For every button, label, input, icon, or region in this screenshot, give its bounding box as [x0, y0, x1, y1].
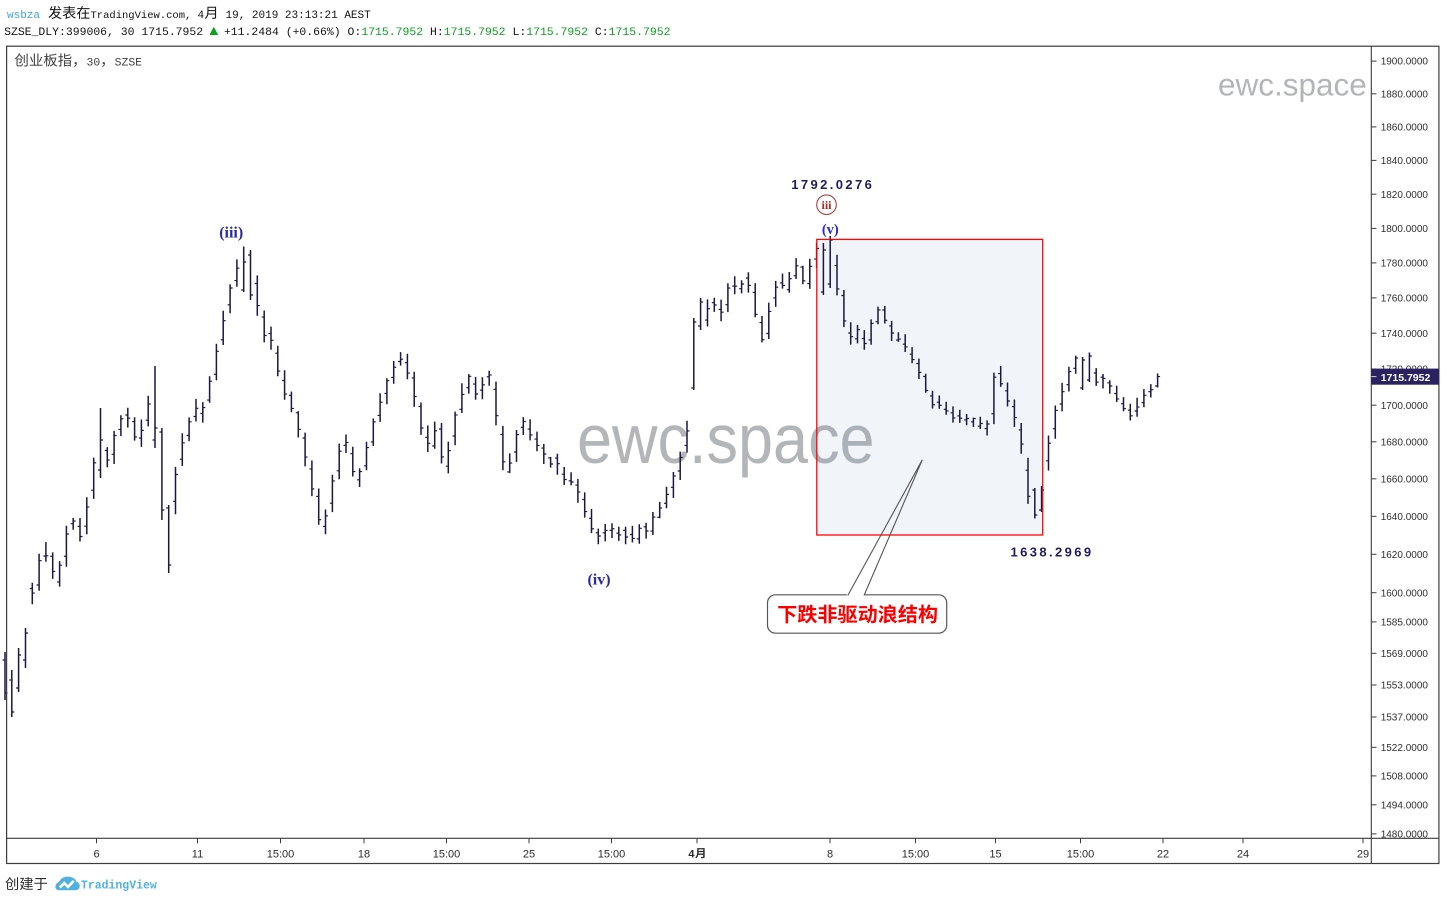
svg-text:H:: H:: [430, 26, 444, 39]
svg-text:24: 24: [1237, 848, 1249, 860]
svg-text:15: 15: [989, 848, 1001, 860]
svg-text:1740.0000: 1740.0000: [1381, 329, 1429, 340]
svg-text:30: 30: [87, 56, 101, 69]
svg-text:1715.7952: 1715.7952: [444, 26, 506, 39]
svg-text:1569.0000: 1569.0000: [1381, 649, 1429, 660]
svg-text:1860.0000: 1860.0000: [1381, 123, 1429, 134]
svg-text:1508.0000: 1508.0000: [1381, 772, 1429, 783]
svg-text:1640.0000: 1640.0000: [1381, 512, 1429, 523]
svg-text:15:00: 15:00: [598, 848, 626, 860]
svg-text:1800.0000: 1800.0000: [1381, 224, 1429, 235]
svg-text:1537.0000: 1537.0000: [1381, 713, 1429, 724]
svg-text:TradingView.com,: TradingView.com,: [91, 10, 192, 22]
svg-text:29: 29: [1357, 848, 1369, 860]
svg-text:1880.0000: 1880.0000: [1381, 89, 1429, 100]
svg-text:22: 22: [1157, 848, 1169, 860]
svg-text:15:00: 15:00: [433, 848, 461, 860]
svg-text:(iv): (iv): [587, 572, 610, 589]
svg-text:1792.0276: 1792.0276: [791, 177, 874, 192]
svg-text:1715.7952: 1715.7952: [526, 26, 588, 39]
svg-text:18: 18: [358, 848, 370, 860]
svg-text:1840.0000: 1840.0000: [1381, 156, 1429, 167]
svg-text:+11.2484 (+0.66%) O:: +11.2484 (+0.66%) O:: [224, 26, 361, 39]
svg-text:ewc.space: ewc.space: [1218, 67, 1367, 103]
svg-text:6: 6: [93, 848, 99, 860]
svg-text:4: 4: [688, 848, 695, 860]
svg-text:1700.0000: 1700.0000: [1381, 401, 1429, 412]
svg-text:ewc.space: ewc.space: [577, 401, 875, 479]
svg-text:C:: C:: [595, 26, 609, 39]
svg-text:19, 2019 23:13:21 AEST: 19, 2019 23:13:21 AEST: [226, 10, 372, 22]
svg-text:TradingView: TradingView: [81, 880, 157, 893]
svg-text:1715.7952: 1715.7952: [361, 26, 423, 39]
svg-text:1600.0000: 1600.0000: [1381, 588, 1429, 599]
svg-text:1660.0000: 1660.0000: [1381, 474, 1429, 485]
svg-text:(v): (v): [822, 222, 839, 238]
svg-text:1780.0000: 1780.0000: [1381, 259, 1429, 270]
svg-text:8: 8: [827, 848, 833, 860]
svg-text:1820.0000: 1820.0000: [1381, 190, 1429, 201]
svg-text:1760.0000: 1760.0000: [1381, 294, 1429, 305]
svg-text:wsbza: wsbza: [7, 10, 40, 22]
svg-text:1522.0000: 1522.0000: [1381, 743, 1429, 754]
svg-text:4: 4: [198, 10, 205, 22]
svg-text:15:00: 15:00: [902, 848, 930, 860]
svg-text:1494.0000: 1494.0000: [1381, 800, 1429, 811]
svg-text:1715.7952: 1715.7952: [609, 26, 671, 39]
svg-text:L:: L:: [512, 26, 526, 39]
svg-text:1680.0000: 1680.0000: [1381, 437, 1429, 448]
svg-text:SZSE_DLY:399006, 30 1715.7952: SZSE_DLY:399006, 30 1715.7952: [4, 26, 203, 39]
svg-text:iii: iii: [821, 198, 832, 212]
svg-text:11: 11: [192, 848, 203, 860]
svg-text:15:00: 15:00: [267, 848, 295, 860]
svg-text:1620.0000: 1620.0000: [1381, 550, 1429, 561]
svg-text:1715.7952: 1715.7952: [1381, 372, 1431, 384]
svg-text:25: 25: [523, 848, 535, 860]
svg-text:15:00: 15:00: [1067, 848, 1095, 860]
svg-text:1480.0000: 1480.0000: [1381, 830, 1429, 841]
svg-text:(iii): (iii): [219, 225, 243, 242]
svg-text:1585.0000: 1585.0000: [1381, 618, 1429, 629]
svg-text:SZSE: SZSE: [115, 56, 143, 69]
svg-text:1553.0000: 1553.0000: [1381, 681, 1429, 692]
svg-text:1900.0000: 1900.0000: [1381, 57, 1429, 68]
svg-text:1638.2969: 1638.2969: [1011, 545, 1094, 560]
